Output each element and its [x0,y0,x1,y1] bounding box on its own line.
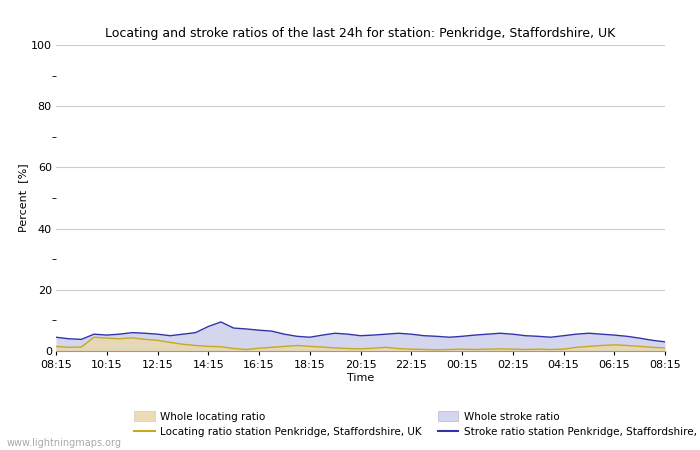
Legend: Whole locating ratio, Locating ratio station Penkridge, Staffordshire, UK, Whole: Whole locating ratio, Locating ratio sta… [134,411,700,437]
X-axis label: Time: Time [347,373,374,383]
Text: www.lightningmaps.org: www.lightningmaps.org [7,438,122,448]
Y-axis label: Percent  [%]: Percent [%] [18,164,28,232]
Title: Locating and stroke ratios of the last 24h for station: Penkridge, Staffordshire: Locating and stroke ratios of the last 2… [106,27,615,40]
